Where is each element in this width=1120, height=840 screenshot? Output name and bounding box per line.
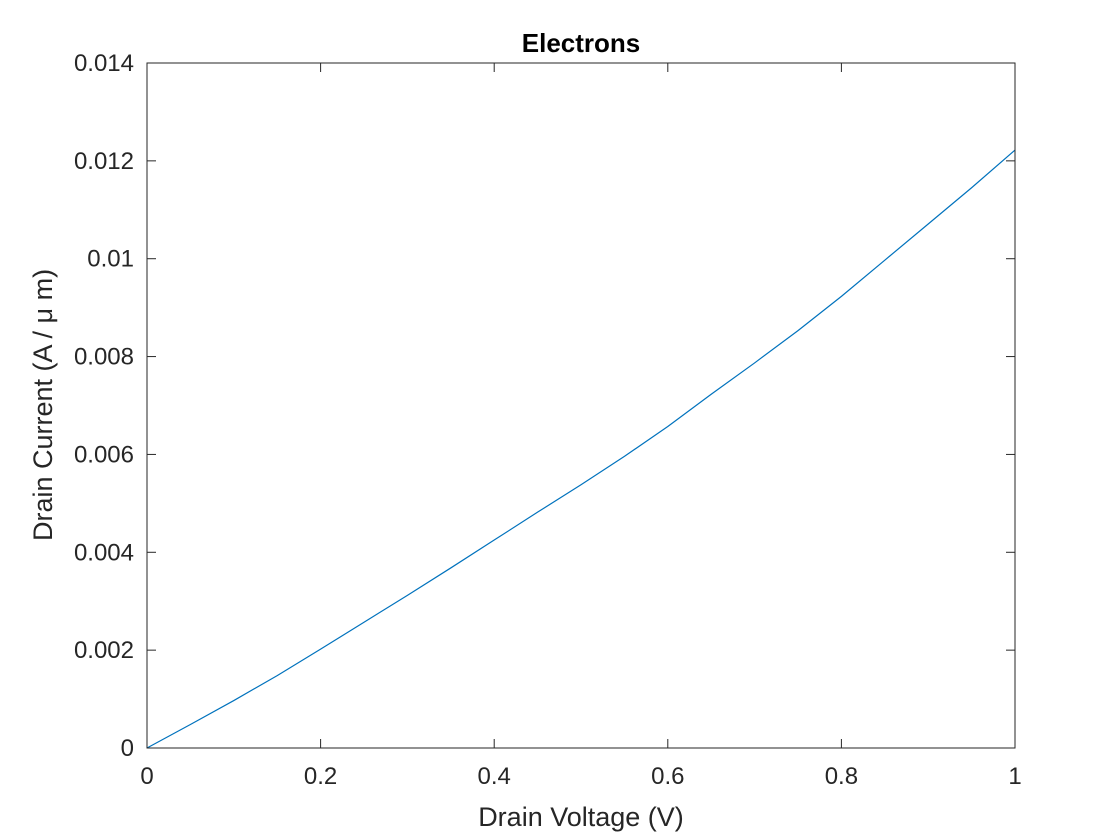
x-tick-label: 1 [1008, 763, 1021, 790]
plot-area [147, 63, 1015, 748]
series-line [146, 149, 1016, 749]
x-tick-label: 0.2 [304, 763, 337, 790]
y-axis-title: Drain Current (A / μ m) [28, 269, 58, 541]
x-tick-label: 0.4 [478, 763, 511, 790]
x-tick-label: 0 [140, 763, 153, 790]
y-tick-label: 0.01 [87, 246, 134, 273]
y-tick-label: 0.014 [74, 50, 134, 77]
y-tick-label: 0.006 [74, 441, 134, 468]
x-tick-label: 0.8 [825, 763, 858, 790]
y-tick-label: 0 [121, 735, 134, 762]
y-tick-label: 0.002 [74, 637, 134, 664]
axes-box [146, 62, 1016, 749]
x-tick-label: 0.6 [651, 763, 684, 790]
y-tick-label: 0.012 [74, 148, 134, 175]
chart-title: Electrons [522, 28, 641, 58]
x-axis-title: Drain Voltage (V) [478, 802, 684, 832]
y-tick-label: 0.004 [74, 539, 134, 566]
tick-labels: 0 0.2 0.4 0.6 0.8 1 0 0.002 0.004 0.006 0.008 0.01 0… [74, 50, 1022, 790]
y-tick-label: 0.008 [74, 344, 134, 371]
series-layer [146, 149, 1016, 749]
